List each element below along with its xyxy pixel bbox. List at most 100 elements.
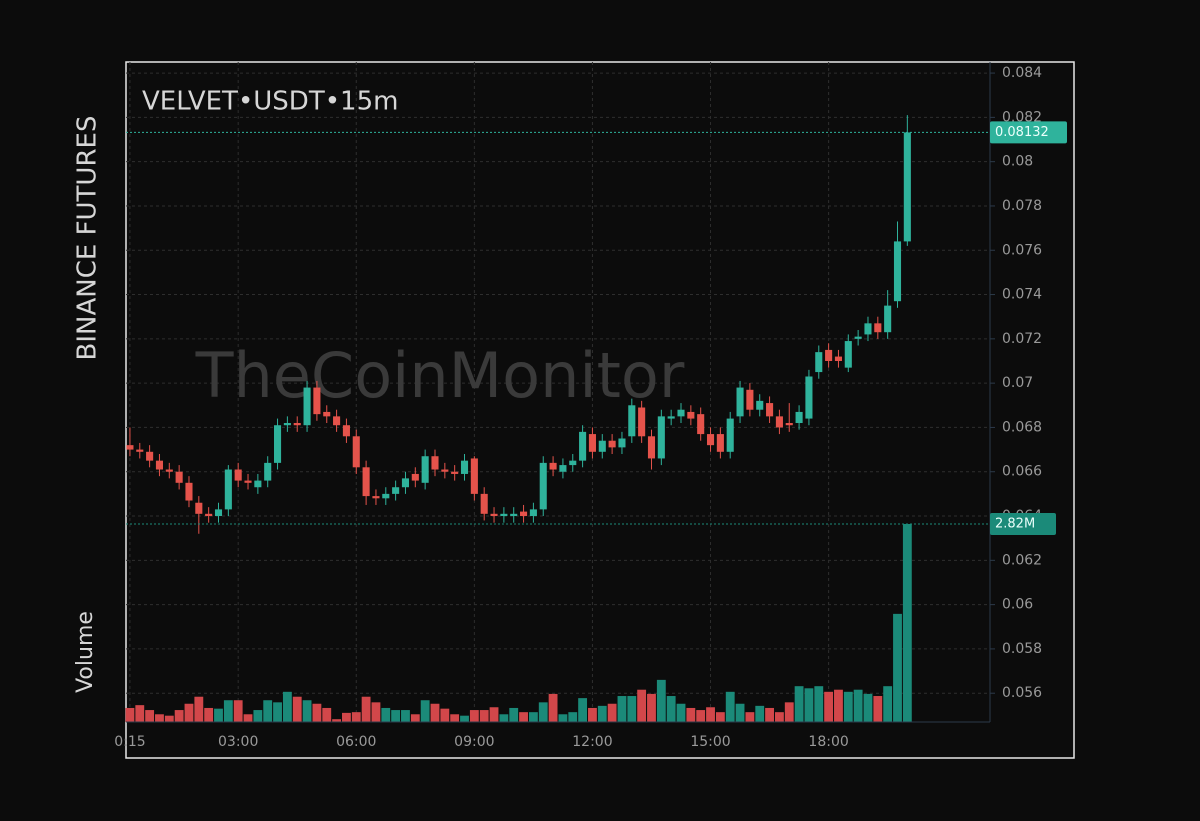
candle-body (362, 467, 370, 497)
candle-body (746, 389, 754, 410)
candle-body (785, 423, 793, 426)
volume-bar (194, 696, 204, 722)
volume-bar (509, 707, 519, 722)
candle-body (510, 513, 518, 517)
volume-bar (558, 714, 568, 722)
x-tick-label: 06:00 (336, 734, 376, 750)
volume-bar (627, 696, 637, 722)
candle-body (864, 323, 872, 335)
last-price-label: 0.08132 (995, 125, 1049, 140)
candle-body (411, 473, 419, 481)
volume-bar (174, 710, 184, 722)
volume-bar (715, 712, 725, 722)
volume-bar (656, 679, 666, 722)
candle-body (775, 416, 783, 428)
volume-bar (145, 710, 155, 722)
candle-body (588, 434, 596, 452)
candle-body (441, 469, 449, 472)
marks (125, 115, 912, 722)
volume-bar (794, 686, 804, 722)
candle-body (214, 509, 223, 517)
candle-body (323, 411, 331, 417)
candle-body (598, 440, 606, 452)
candle-body (697, 414, 705, 435)
exchange-label: BINANCE FUTURES (73, 116, 103, 361)
volume-bar (332, 719, 342, 722)
volume-bar (853, 689, 863, 722)
volume-bar (184, 703, 194, 722)
candle-body (460, 460, 469, 474)
volume-bar (696, 710, 706, 722)
volume-bar (686, 707, 696, 722)
candle-body (500, 513, 508, 517)
candle-body (805, 376, 813, 419)
volume-bar (519, 712, 528, 722)
candle-body (736, 387, 744, 417)
x-tick-label: 15:00 (690, 734, 730, 750)
candle-body (264, 462, 272, 481)
volume-bar (706, 707, 715, 722)
volume-value-label: 2.82M (995, 517, 1035, 532)
candle-body (136, 449, 144, 452)
candle-body (146, 451, 154, 461)
candle-body (205, 513, 213, 517)
candle-body (579, 431, 587, 461)
y-tick-label: 0.056 (1002, 685, 1042, 701)
last-price-box (990, 121, 1067, 144)
volume-bar (282, 691, 292, 722)
candle-body (234, 469, 242, 481)
candle-body (254, 480, 262, 488)
candle-body (470, 458, 478, 494)
candle-body (825, 349, 833, 361)
candle-body (313, 387, 321, 415)
y-tick-label: 0.082 (1002, 109, 1042, 125)
volume-bar (479, 710, 489, 722)
volume-bar (440, 708, 450, 722)
volume-bar (617, 696, 627, 722)
frame (125, 61, 1075, 759)
candle-body (155, 460, 164, 470)
candle-body (815, 352, 823, 373)
volume-bar (273, 702, 282, 722)
volume-bar (460, 715, 469, 722)
candle-body (451, 471, 459, 474)
candle-body (647, 436, 656, 459)
volume-bar (410, 714, 420, 722)
volume-bar (204, 707, 214, 722)
candle-body (274, 425, 282, 463)
candle-body (421, 456, 429, 483)
volume-bar (469, 710, 479, 722)
candle-body (283, 423, 291, 426)
y-tick-label: 0.06 (1002, 597, 1033, 613)
candle-body (677, 409, 685, 417)
volume-bar (164, 715, 174, 722)
candle-body (401, 478, 410, 488)
candle-body (175, 471, 183, 483)
y-tick-label: 0.08 (1002, 154, 1033, 170)
candle-body (549, 462, 557, 470)
y-tick-label: 0.078 (1002, 198, 1042, 214)
volume-bar (391, 710, 401, 722)
volume-bar (538, 702, 548, 722)
volume-bar (647, 693, 656, 722)
volume-bar (863, 693, 873, 722)
candle-body (756, 400, 764, 410)
volume-bar (312, 703, 322, 722)
x-tick-label: 18:00 (808, 734, 848, 750)
volume-bar (401, 710, 410, 722)
candle-body (766, 403, 774, 417)
candle-body (342, 425, 350, 437)
candle-body (628, 405, 636, 437)
volume-bar (774, 712, 784, 722)
candle-body (854, 336, 862, 339)
candle-body (372, 496, 380, 499)
volume-bar (302, 700, 312, 722)
x-tick-label: 09:00 (454, 734, 494, 750)
candle-body (706, 434, 715, 446)
candle-body (490, 513, 498, 517)
candle-body (195, 502, 203, 514)
candle-body (844, 341, 852, 368)
candle-body (382, 493, 390, 499)
volume-bar (873, 696, 883, 722)
y-tick-label: 0.058 (1002, 641, 1042, 657)
